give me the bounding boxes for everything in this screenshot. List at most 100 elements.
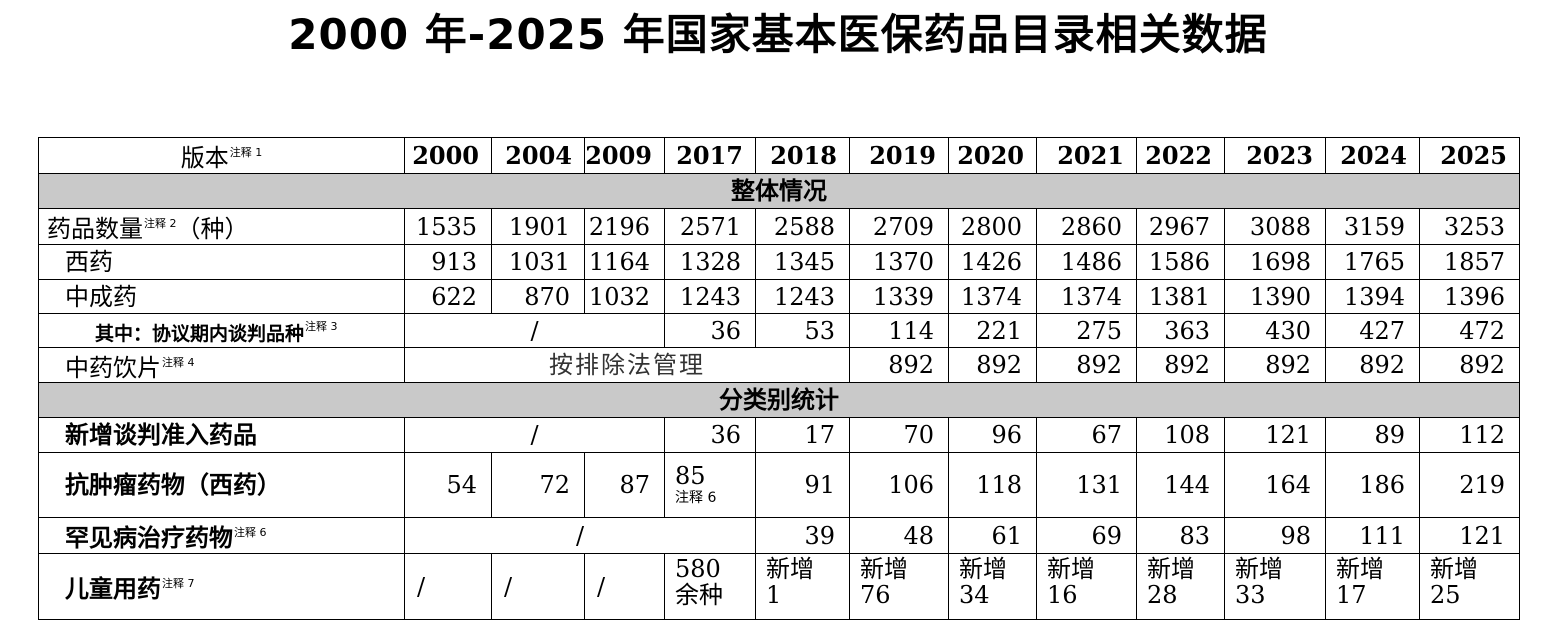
row-label-text: 药品数量 [47, 215, 143, 243]
cell: 1586 [1136, 244, 1225, 280]
year-header: 2019 [849, 137, 949, 174]
cell: 1394 [1325, 279, 1420, 314]
year-header: 2018 [755, 137, 850, 174]
row-label-tcm-patent: 中成药 [38, 279, 405, 314]
cell: 144 [1136, 452, 1225, 518]
new-label: 新增 [766, 555, 814, 583]
cell: 111 [1325, 517, 1420, 554]
new-label: 新增 [1336, 555, 1384, 583]
slash-cell: / [404, 313, 665, 348]
cell: 913 [404, 244, 492, 280]
section-title-overall: 整体情况 [38, 173, 1520, 209]
tcm-pieces-note: 注释 4 [162, 355, 195, 369]
cell: 53 [755, 313, 850, 348]
row-antitumor: 抗肿瘤药物（西药） 54 72 87 85 注释 6 91 106 118 131… [38, 452, 1520, 518]
row-tcm-patent: 中成药 622 870 1032 1243 1243 1339 1374 137… [38, 279, 1520, 314]
version-label: 版本 [180, 144, 229, 172]
slash-cell: / [491, 553, 585, 620]
new-value: 28 [1147, 581, 1178, 609]
section-title-category: 分类别统计 [38, 382, 1520, 418]
cell: 1031 [491, 244, 585, 280]
cell: 892 [1325, 347, 1420, 383]
cell: 61 [948, 517, 1037, 554]
cell: 98 [1224, 517, 1326, 554]
cell: 1374 [948, 279, 1037, 314]
new-label: 新增 [1047, 555, 1095, 583]
cell: 2709 [849, 208, 949, 245]
cell: 1486 [1036, 244, 1137, 280]
cell: 36 [664, 417, 756, 453]
section-row-overall: 整体情况 [38, 173, 1520, 209]
row-new-negotiated: 新增谈判准入药品 / 36 17 70 96 67 108 121 89 112 [38, 417, 1520, 453]
slash-cell: / [584, 553, 665, 620]
cell-note: 注释 6 [675, 490, 717, 506]
cell: 83 [1136, 517, 1225, 554]
header-row: 版本注释 1 2000 2004 2009 2017 2018 2019 202… [38, 137, 1520, 174]
cell-new: 新增 1 [755, 553, 850, 620]
cell: 219 [1419, 452, 1520, 518]
cell-unit: 余种 [675, 581, 723, 609]
cell: 106 [849, 452, 949, 518]
new-value: 76 [860, 581, 891, 609]
cell: 72 [491, 452, 585, 518]
cell: 121 [1419, 517, 1520, 554]
cell: 2967 [1136, 208, 1225, 245]
row-label-text: 罕见病治疗药物 [65, 524, 233, 552]
new-label: 新增 [1235, 555, 1283, 583]
cell-new: 新增 76 [849, 553, 949, 620]
cell-new: 新增 28 [1136, 553, 1225, 620]
cell: 54 [404, 452, 492, 518]
pediatric-note: 注释 7 [162, 577, 195, 590]
slash-cell: / [404, 417, 665, 453]
rare-disease-note: 注释 6 [234, 526, 267, 539]
year-header: 2017 [664, 137, 756, 174]
cell: 1698 [1224, 244, 1326, 280]
cell: 430 [1224, 313, 1326, 348]
cell-2017-with-note: 85 注释 6 [664, 452, 756, 518]
version-header-cell: 版本注释 1 [38, 137, 405, 174]
new-label: 新增 [1430, 555, 1478, 583]
cell: 67 [1036, 417, 1137, 453]
cell: 114 [849, 313, 949, 348]
cell: 48 [849, 517, 949, 554]
cell: 186 [1325, 452, 1420, 518]
cell: 108 [1136, 417, 1225, 453]
cell-new: 新增 33 [1224, 553, 1326, 620]
row-label-tcm-pieces: 中药饮片注释 4 [38, 347, 405, 383]
slash-cell: / [404, 553, 492, 620]
cell: 69 [1036, 517, 1137, 554]
row-western: 西药 913 1031 1164 1328 1345 1370 1426 148… [38, 244, 1520, 280]
cell: 221 [948, 313, 1037, 348]
year-header: 2009 [584, 137, 665, 174]
year-header: 2021 [1036, 137, 1137, 174]
cell: 39 [755, 517, 850, 554]
cell: 2571 [664, 208, 756, 245]
cell: 892 [849, 347, 949, 383]
year-header: 2024 [1325, 137, 1420, 174]
row-rare-disease: 罕见病治疗药物注释 6 / 39 48 61 69 83 98 111 121 [38, 517, 1520, 554]
cell: 3253 [1419, 208, 1520, 245]
cell: 3088 [1224, 208, 1326, 245]
cell: 1765 [1325, 244, 1420, 280]
cell-value: 85 [675, 462, 706, 490]
negotiated-note: 注释 3 [305, 320, 338, 333]
cell: 131 [1036, 452, 1137, 518]
cell-value: 580 [675, 555, 721, 583]
new-label: 新增 [959, 555, 1007, 583]
cell: 17 [755, 417, 850, 453]
cell: 91 [755, 452, 850, 518]
cell: 1857 [1419, 244, 1520, 280]
cell: 622 [404, 279, 492, 314]
cell-new: 新增 17 [1325, 553, 1420, 620]
year-header: 2022 [1136, 137, 1225, 174]
cell: 112 [1419, 417, 1520, 453]
cell: 892 [1224, 347, 1326, 383]
row-label-text: 中药饮片 [65, 353, 161, 382]
new-value: 33 [1235, 581, 1266, 609]
row-label-rare-disease: 罕见病治疗药物注释 6 [38, 517, 405, 554]
new-label: 新增 [860, 555, 908, 583]
cell: 1901 [491, 208, 585, 245]
cell: 89 [1325, 417, 1420, 453]
new-value: 1 [766, 581, 782, 609]
drug-count-note: 注释 2 [144, 217, 177, 230]
